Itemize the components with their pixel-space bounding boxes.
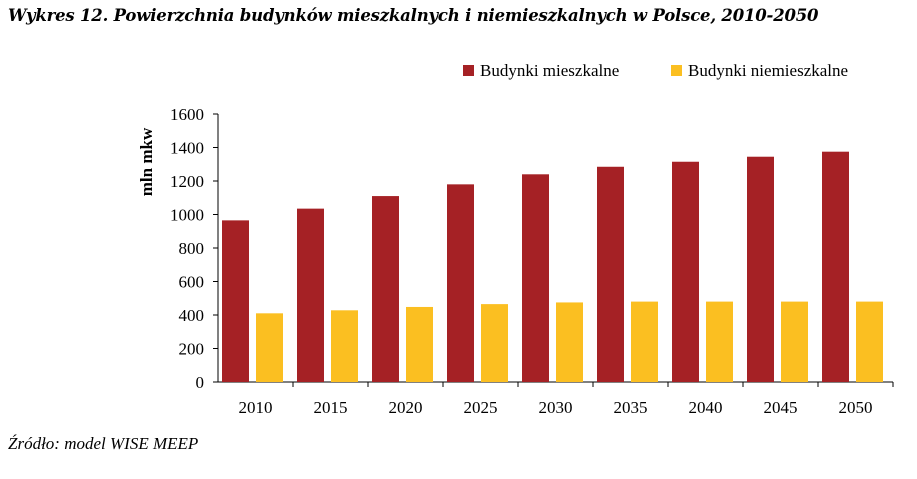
bar-mieszkalne-2010	[222, 220, 249, 382]
y-tick-label: 1600	[170, 105, 204, 124]
y-tick-label: 0	[196, 373, 205, 392]
bars	[222, 151, 883, 382]
bar-mieszkalne-2030	[522, 174, 549, 382]
y-tick-label: 800	[179, 239, 205, 258]
bar-niemieszkalne-2010	[256, 313, 283, 382]
bar-mieszkalne-2050	[822, 151, 849, 382]
y-axis-label: mln mkw	[137, 127, 156, 196]
bar-mieszkalne-2015	[297, 208, 324, 382]
bar-niemieszkalne-2045	[781, 301, 808, 382]
x-tick-label: 2010	[239, 398, 273, 417]
bar-mieszkalne-2020	[372, 196, 399, 382]
y-tick-label: 200	[179, 340, 205, 359]
bar-niemieszkalne-2015	[331, 310, 358, 382]
x-tick-label: 2045	[764, 398, 798, 417]
y-tick-label: 600	[179, 273, 205, 292]
y-tick-label: 1400	[170, 139, 204, 158]
y-tick-label: 1000	[170, 206, 204, 225]
legend-label-mieszkalne: Budynki mieszkalne	[480, 61, 619, 80]
source-note: Źródło: model WISE MEEP	[8, 434, 199, 453]
bar-niemieszkalne-2035	[631, 301, 658, 382]
bar-mieszkalne-2040	[672, 161, 699, 382]
y-axis: 0 200 400 600 800 1000 1200 1400 1600	[170, 105, 219, 392]
bar-niemieszkalne-2040	[706, 301, 733, 382]
bar-mieszkalne-2025	[447, 184, 474, 382]
x-tick-label: 2030	[539, 398, 573, 417]
chart-title: Wykres 12. Powierzchnia budynków mieszka…	[8, 6, 819, 25]
x-tick-label: 2015	[314, 398, 348, 417]
bar-mieszkalne-2035	[597, 166, 624, 382]
bar-niemieszkalne-2050	[856, 301, 883, 382]
x-tick-label: 2035	[614, 398, 648, 417]
x-axis: 2010 2015 2020 2025 2030 2035 2040 2045 2050	[218, 381, 894, 417]
y-tick-label: 400	[179, 306, 205, 325]
bar-niemieszkalne-2030	[556, 302, 583, 382]
legend-swatch-niemieszkalne	[671, 65, 682, 76]
legend-label-niemieszkalne: Budynki niemieszkalne	[688, 61, 848, 80]
x-tick-label: 2050	[839, 398, 873, 417]
legend: Budynki mieszkalne Budynki niemieszkalne	[463, 61, 848, 80]
x-tick-label: 2020	[389, 398, 423, 417]
y-tick-label: 1200	[170, 172, 204, 191]
x-tick-label: 2025	[464, 398, 498, 417]
x-tick-label: 2040	[689, 398, 723, 417]
bar-mieszkalne-2045	[747, 156, 774, 382]
bar-niemieszkalne-2025	[481, 304, 508, 382]
bar-niemieszkalne-2020	[406, 306, 433, 382]
legend-swatch-mieszkalne	[463, 65, 474, 76]
